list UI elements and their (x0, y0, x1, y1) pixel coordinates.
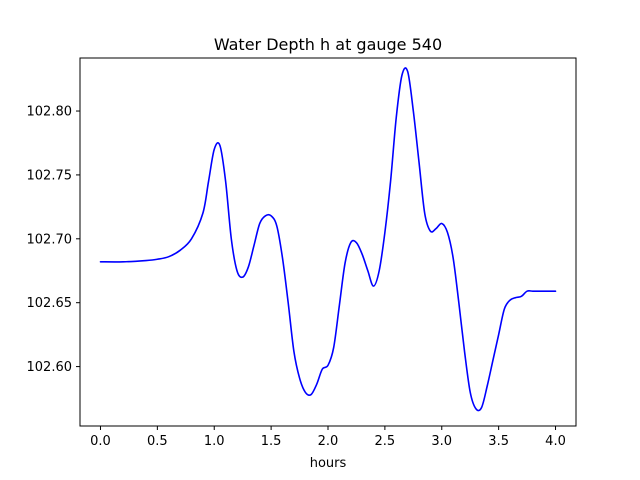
y-tick-label: 102.60 (27, 360, 73, 375)
x-tick-label: 1.5 (261, 434, 282, 449)
x-tick-label: 3.5 (488, 434, 509, 449)
y-tick-label: 102.75 (27, 168, 73, 183)
x-tick-label: 0.0 (90, 434, 111, 449)
y-tick-label: 102.65 (27, 296, 73, 311)
y-tick-label: 102.80 (27, 105, 73, 120)
x-axis: 0.0 0.5 1.0 1.5 2.0 2.5 3.0 3.5 4.0 (90, 426, 566, 449)
chart-title: Water Depth h at gauge 540 (214, 35, 442, 54)
y-axis: 102.60 102.65 102.70 102.75 102.80 (27, 105, 80, 375)
y-tick-label: 102.70 (27, 232, 73, 247)
x-tick-label: 4.0 (545, 434, 566, 449)
x-tick-label: 3.0 (431, 434, 452, 449)
x-tick-label: 0.5 (147, 434, 168, 449)
x-axis-label: hours (310, 456, 347, 471)
x-tick-label: 1.0 (204, 434, 225, 449)
plot-area (80, 58, 576, 426)
x-tick-label: 2.0 (318, 434, 339, 449)
x-tick-label: 2.5 (375, 434, 396, 449)
series-line (99, 67, 557, 412)
